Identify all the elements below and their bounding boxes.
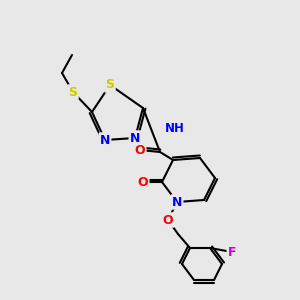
Text: S: S xyxy=(68,85,77,98)
Text: O: O xyxy=(163,214,173,226)
Text: NH: NH xyxy=(165,122,185,134)
Text: N: N xyxy=(172,196,182,208)
Text: S: S xyxy=(106,79,115,92)
Text: F: F xyxy=(228,245,236,259)
Text: N: N xyxy=(100,134,110,146)
Text: N: N xyxy=(130,131,140,145)
Text: O: O xyxy=(138,176,148,188)
Text: O: O xyxy=(135,143,145,157)
